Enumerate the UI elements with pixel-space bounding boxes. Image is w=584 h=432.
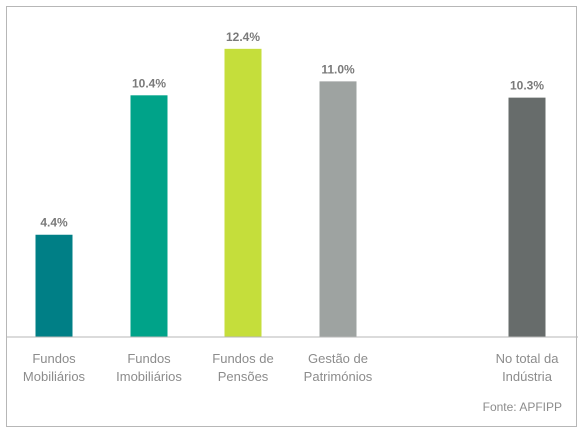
value-label-2: 12.4% [226,30,260,44]
bar-2 [224,48,262,337]
bar-4 [508,97,546,337]
bar-1 [130,95,168,337]
category-label-3-line-1: Patrimónios [304,369,373,384]
bars-group [35,48,546,337]
category-label-2-line-0: Fundos de [212,351,273,366]
value-label-3: 11.0% [321,62,355,76]
category-label-0-line-0: Fundos [32,351,76,366]
category-label-4-line-1: Indústria [502,369,553,384]
category-label-1-line-0: Fundos [127,351,171,366]
bar-0 [35,234,73,337]
value-label-0: 4.4% [40,216,68,230]
value-label-4: 10.3% [510,79,544,93]
bar-3 [319,81,357,337]
category-labels-group: Fundos Mobiliários Fundos Imobiliários Fundo… [23,351,559,384]
category-label-3-line-0: Gestão de [308,351,368,366]
source-note: Fonte: APFIPP [482,400,562,414]
category-label-4-line-0: No total da [496,351,560,366]
bar-chart: 4.4% 10.4% 12.4% 11.0% 10.3% Fundos Mobiliári… [7,30,578,384]
value-label-1: 10.4% [132,76,166,90]
value-labels-group: 4.4% 10.4% 12.4% 11.0% 10.3% [40,30,544,230]
category-label-1-line-1: Imobiliários [116,369,182,384]
category-label-0-line-1: Mobiliários [23,369,86,384]
category-label-2-line-1: Pensões [218,369,269,384]
chart-frame: 4.4% 10.4% 12.4% 11.0% 10.3% Fundos Mobiliári… [6,6,578,427]
